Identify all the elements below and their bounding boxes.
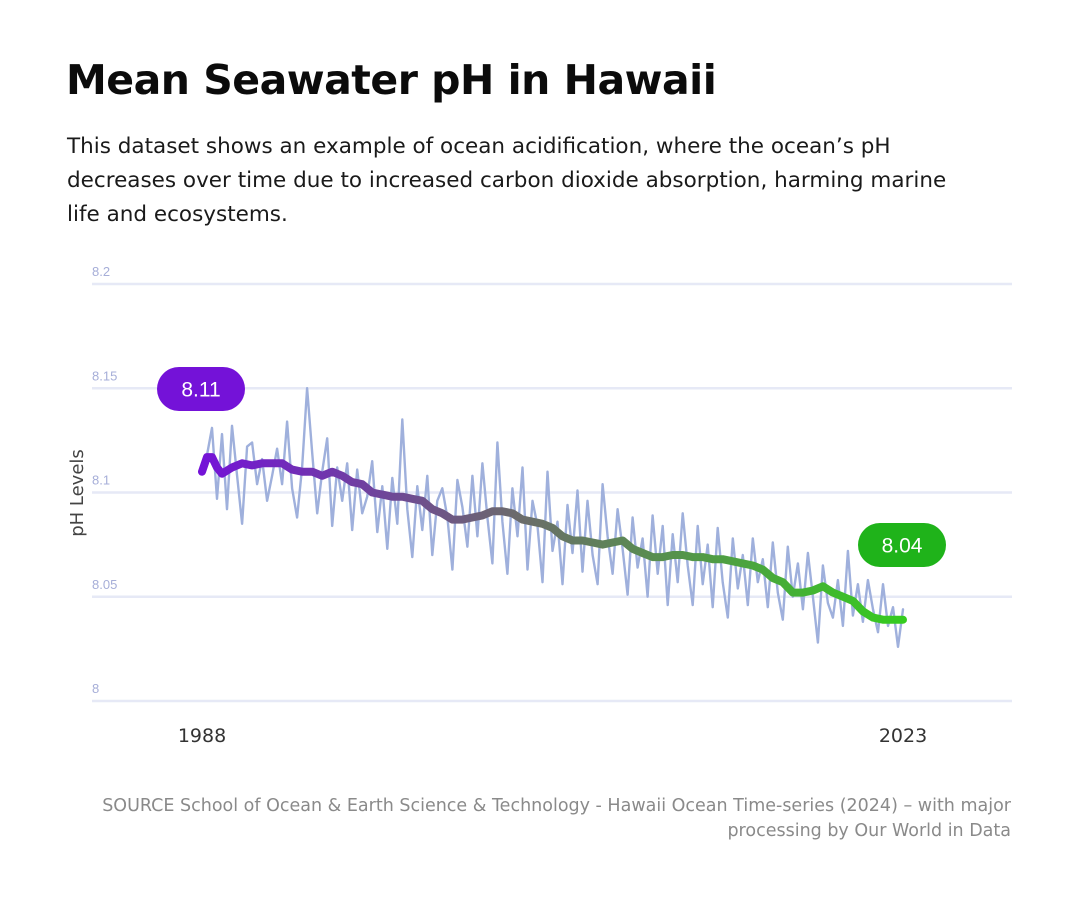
y-tick-label: 8.05 bbox=[92, 577, 117, 592]
y-axis-ticks: 8.2 8.15 8.1 8.05 8 bbox=[92, 264, 117, 696]
series-line-trend bbox=[198, 453, 907, 624]
chart-title: Mean Seawater pH in Hawaii bbox=[66, 56, 717, 104]
series-line-raw bbox=[200, 387, 905, 648]
x-axis-ticks: 1988 2023 bbox=[178, 725, 927, 747]
y-tick-label: 8 bbox=[92, 681, 99, 696]
value-badge: 8.04 bbox=[858, 523, 946, 567]
badge-label: 8.04 bbox=[882, 535, 923, 558]
x-tick-label: 1988 bbox=[178, 725, 226, 747]
y-axis-label: pH Levels bbox=[67, 449, 88, 537]
chart-subtitle: This dataset shows an example of ocean a… bbox=[67, 134, 947, 227]
source-note: SOURCE School of Ocean & Earth Science &… bbox=[102, 796, 1011, 841]
y-tick-label: 8.1 bbox=[92, 473, 110, 488]
badge-background bbox=[858, 523, 946, 567]
series-layer bbox=[198, 387, 907, 648]
y-tick-label: 8.15 bbox=[92, 368, 117, 383]
badge-background bbox=[157, 367, 245, 411]
line-chart: 8.28.158.18.058 pH Levels 1988 2023 8.118… bbox=[67, 264, 1012, 747]
annotations: 8.11 8.04 bbox=[157, 367, 946, 567]
grid-lines bbox=[92, 282, 1012, 703]
x-tick-label: 2023 bbox=[879, 725, 927, 747]
y-tick-label: 8.2 bbox=[92, 264, 110, 279]
badge-label: 8.11 bbox=[181, 379, 220, 402]
value-badge: 8.11 bbox=[157, 367, 245, 411]
